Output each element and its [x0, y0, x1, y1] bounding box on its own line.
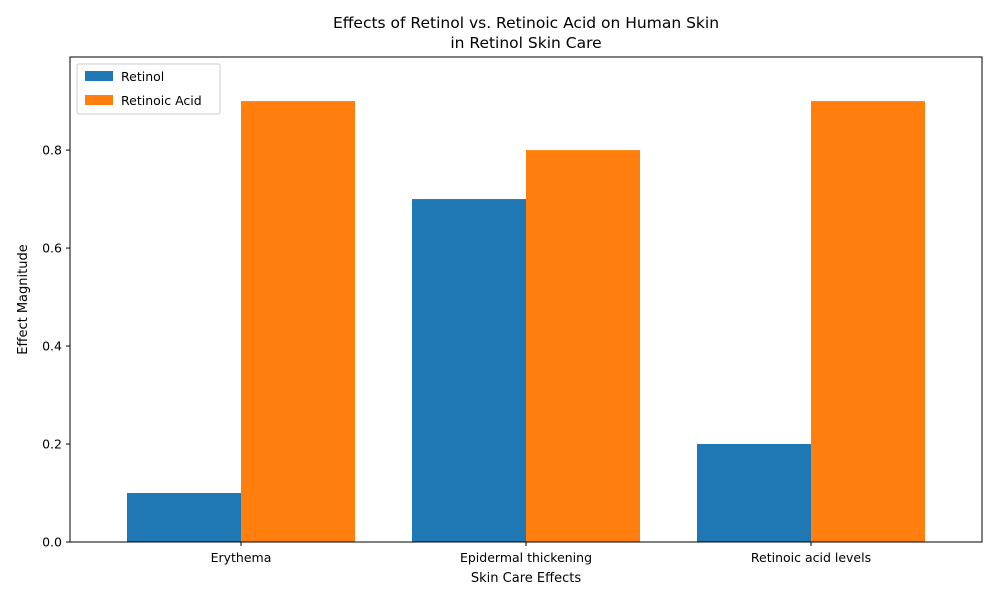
legend: Retinol Retinoic Acid: [76, 63, 221, 115]
legend-swatch-retinol: [85, 71, 113, 81]
y-axis-label: Effect Magnitude: [16, 244, 31, 354]
bar-retinoic-acid-erythema: [241, 101, 355, 542]
bar-retinol-erythema: [127, 493, 241, 542]
legend-label-retinol: Retinol: [121, 69, 164, 84]
chart-title-line-2: in Retinol Skin Care: [450, 34, 601, 52]
bar-retinol-epidermal-thickening: [412, 199, 526, 542]
bar-retinoic-acid-epidermal-thickening: [526, 150, 640, 542]
legend-label-retinoic-acid: Retinoic Acid: [121, 93, 202, 108]
x-tick-label: Epidermal thickening: [460, 550, 592, 565]
bars-group: [127, 101, 925, 542]
plot-frame: [69, 56, 983, 543]
bar-retinoic-acid-retinoic-acid-levels: [811, 101, 925, 542]
bar-retinol-retinoic-acid-levels: [697, 444, 811, 542]
y-tick-label: 0.0: [42, 535, 62, 550]
y-tick-label: 0.2: [42, 437, 62, 452]
legend-swatch-retinoic-acid: [85, 95, 113, 105]
y-axis-ticks: 0.0 0.2 0.4 0.6 0.8: [42, 143, 70, 550]
y-tick-label: 0.6: [42, 241, 62, 256]
y-tick-label: 0.8: [42, 143, 62, 158]
x-tick-label: Erythema: [211, 550, 272, 565]
x-axis-label: Skin Care Effects: [471, 571, 581, 586]
x-tick-label: Retinoic acid levels: [751, 550, 871, 565]
chart-title-line-1: Effects of Retinol vs. Retinoic Acid on …: [333, 14, 719, 32]
x-axis-ticks: Erythema Epidermal thickening Retinoic aci…: [211, 542, 871, 565]
y-tick-label: 0.4: [42, 339, 62, 354]
